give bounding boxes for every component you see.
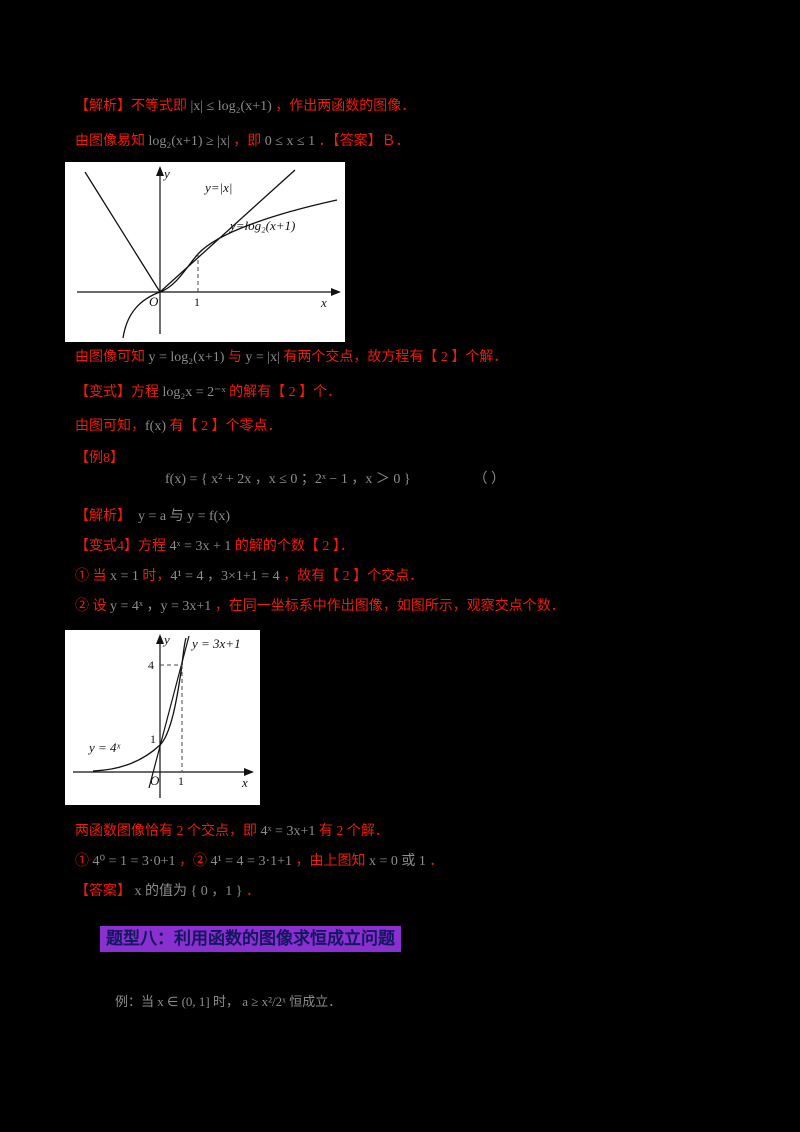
text-segment: 的解有【 2 】个．	[225, 385, 342, 400]
curve-exp-4x	[92, 637, 187, 772]
text-segment: 【变式4】方程	[75, 539, 170, 554]
solution-line-13: 【答案】 x 的值为 { 0 ，1 } ．	[75, 882, 260, 901]
text-segment: 两函数图像恰有 2 个交点，即	[75, 824, 261, 839]
text-segment: log₂x = 2⁻ˣ	[162, 385, 226, 400]
text-segment: ，作出两函数的图像．	[271, 99, 416, 114]
graph2-svg: y x O 1 1 4 y = 3x+1 y = 4ˣ	[73, 632, 254, 798]
text-segment: x = 0 或 1	[369, 854, 426, 869]
text-segment: 【例8】	[75, 451, 124, 466]
text-segment: f(x) = { x² + 2x ，x ≤ 0 ；2ˣ − 1 ，x ＞ 0 }	[165, 472, 411, 487]
text-segment: log₂(x+1) ≥ |x|	[148, 134, 230, 149]
text-segment: y = |x|	[245, 350, 280, 365]
text-segment: 与	[224, 350, 246, 365]
text-segment: 观察交点个数．	[466, 599, 565, 614]
graph2-origin-label: O	[150, 773, 160, 788]
text-segment: 由图像易知	[75, 134, 149, 149]
curve-abs-left	[84, 171, 161, 293]
text-segment: x 的值为 { 0 ，1 }	[131, 884, 246, 899]
graph1-svg: y x O 1 y=|x| y=log₂(x+1)	[77, 166, 341, 339]
curve-log	[122, 199, 338, 339]
text-segment: f(x)	[145, 419, 166, 434]
solution-line-11: 两函数图像恰有 2 个交点，即 4ˣ = 3x+1 有 2 个解．	[75, 822, 389, 841]
x-axis-arrow-icon	[244, 768, 254, 776]
text-segment: |x| ≤ log₂(x+1)	[190, 99, 272, 114]
text-segment: 由图可知，	[75, 419, 145, 434]
text-segment: x = 1	[110, 569, 139, 584]
text-segment: 有 2 个解．	[315, 824, 389, 839]
graph1-x-label: x	[320, 295, 327, 310]
solution-line-1: 【解析】不等式即 |x| ≤ log₂(x+1) ，作出两函数的图像．	[75, 97, 415, 116]
text-segment: 有【 2 】个零点．	[166, 419, 282, 434]
graph2-y-label: y	[162, 632, 170, 647]
text-segment: y = 4ˣ ，y = 3x+1	[110, 599, 212, 614]
graph2-exp-curve-label: y = 4ˣ	[87, 740, 121, 755]
function-graph-abs-log: y x O 1 y=|x| y=log₂(x+1)	[65, 162, 345, 342]
graph1-log-curve-label: y=log₂(x+1)	[228, 218, 295, 233]
solution-line-4: 【变式】方程 log₂x = 2⁻ˣ 的解有【 2 】个．	[75, 383, 341, 402]
text-segment: ①	[75, 854, 93, 869]
text-segment: ② 设	[75, 599, 110, 614]
formula-line: f(x) = { x² + 2x ，x ≤ 0 ；2ˣ − 1 ，x ＞ 0 }…	[165, 470, 505, 489]
section-header: 题型八：利用函数的图像求恒成立问题	[100, 926, 401, 952]
text-segment	[411, 472, 481, 487]
text-segment: ，故有【 2 】个交点．	[279, 569, 424, 584]
graph2-line-curve-label: y = 3x+1	[190, 636, 241, 651]
text-segment: x ∈ (0, 1]	[157, 994, 210, 1009]
solution-line-3: 由图像可知 y = log₂(x+1) 与 y = |x| 有两个交点，故方程有…	[75, 348, 507, 367]
text-segment: 例：当	[115, 994, 158, 1009]
text-segment: （ ）	[480, 472, 506, 487]
function-graph-exp-line: y x O 1 1 4 y = 3x+1 y = 4ˣ	[65, 630, 260, 805]
text-segment: 【解析】不等式即	[75, 99, 191, 114]
graph1-tick-one: 1	[194, 295, 200, 309]
text-segment: ① 当	[75, 569, 110, 584]
x-axis-arrow-icon	[331, 288, 341, 296]
example-line: 例：当 x ∈ (0, 1] 时， a ≥ x²/2ˣ 恒成立．	[115, 992, 341, 1011]
text-segment: ，②	[175, 854, 211, 869]
solution-line-9: ① 当 x = 1 时，4¹ = 4 ，3×1+1 = 4 ，故有【 2 】个交…	[75, 567, 423, 586]
solution-line-10: ② 设 y = 4ˣ ，y = 3x+1 ，在同一坐标系中作出图像，如图所示，观…	[75, 597, 565, 616]
text-segment: 【变式】方程	[75, 385, 163, 400]
solution-line-12: ① 4⁰ = 1 = 3·0+1 ，② 4¹ = 4 = 3·1+1 ，由上图知…	[75, 852, 443, 871]
solution-line-8: 【变式4】方程 4ˣ = 3x + 1 的解的个数【 2 】．	[75, 537, 354, 556]
text-segment: 的解的个数【 2 】．	[231, 539, 354, 554]
text-segment: 【解析】	[75, 509, 124, 524]
text-segment: 4¹ = 4 ，3×1+1 = 4	[170, 569, 280, 584]
text-segment: 【答案】	[75, 884, 131, 899]
text-segment: 有两个交点，故方程有【 2 】个解．	[279, 350, 508, 365]
graph2-y-tick-four: 4	[148, 658, 154, 672]
graph2-x-tick-one: 1	[178, 774, 184, 788]
solution-line-7: 【解析】 y = a 与 y = f(x)	[75, 507, 230, 526]
text-segment: 0 ≤ x ≤ 1	[264, 134, 316, 149]
text-segment: 时，	[138, 569, 171, 584]
text-segment: 4⁰ = 1 = 3·0+1	[92, 854, 176, 869]
text-segment: y = log₂(x+1)	[148, 350, 225, 365]
curve-abs-right	[159, 169, 296, 293]
text-segment: 恒成立．	[285, 994, 342, 1009]
y-axis-arrow-icon	[156, 166, 164, 176]
graph2-y-tick-one: 1	[150, 732, 156, 746]
text-segment: 时，	[209, 994, 243, 1009]
text-segment: y = a 与 y = f(x)	[124, 509, 230, 524]
text-segment: ．【答案】Ｂ．	[315, 134, 410, 149]
text-segment: ．	[425, 854, 444, 869]
text-segment: 4¹ = 4 = 3·1+1	[210, 854, 293, 869]
text-segment: ，即	[229, 134, 265, 149]
text-segment: ，由上图知	[292, 854, 370, 869]
text-segment: ，在同一坐标系中作出图像，如图所示，	[211, 599, 467, 614]
text-segment: a ≥ x²/2ˣ	[242, 994, 286, 1009]
solution-line-6: 【例8】	[75, 449, 124, 468]
graph1-abs-curve-label: y=|x|	[203, 180, 232, 195]
text-segment: ．	[245, 884, 260, 899]
solution-line-5: 由图可知，f(x) 有【 2 】个零点．	[75, 417, 282, 436]
solution-line-2: 由图像易知 log₂(x+1) ≥ |x| ，即 0 ≤ x ≤ 1 ．【答案】…	[75, 132, 410, 151]
y-axis-arrow-icon	[156, 634, 164, 644]
graph1-origin-label: O	[149, 294, 159, 309]
text-segment: 4ˣ = 3x+1	[260, 824, 316, 839]
graph2-x-label: x	[241, 775, 248, 790]
text-segment: 4ˣ = 3x + 1	[169, 539, 232, 554]
text-segment: 由图像可知	[75, 350, 149, 365]
graph1-y-label: y	[162, 166, 170, 181]
